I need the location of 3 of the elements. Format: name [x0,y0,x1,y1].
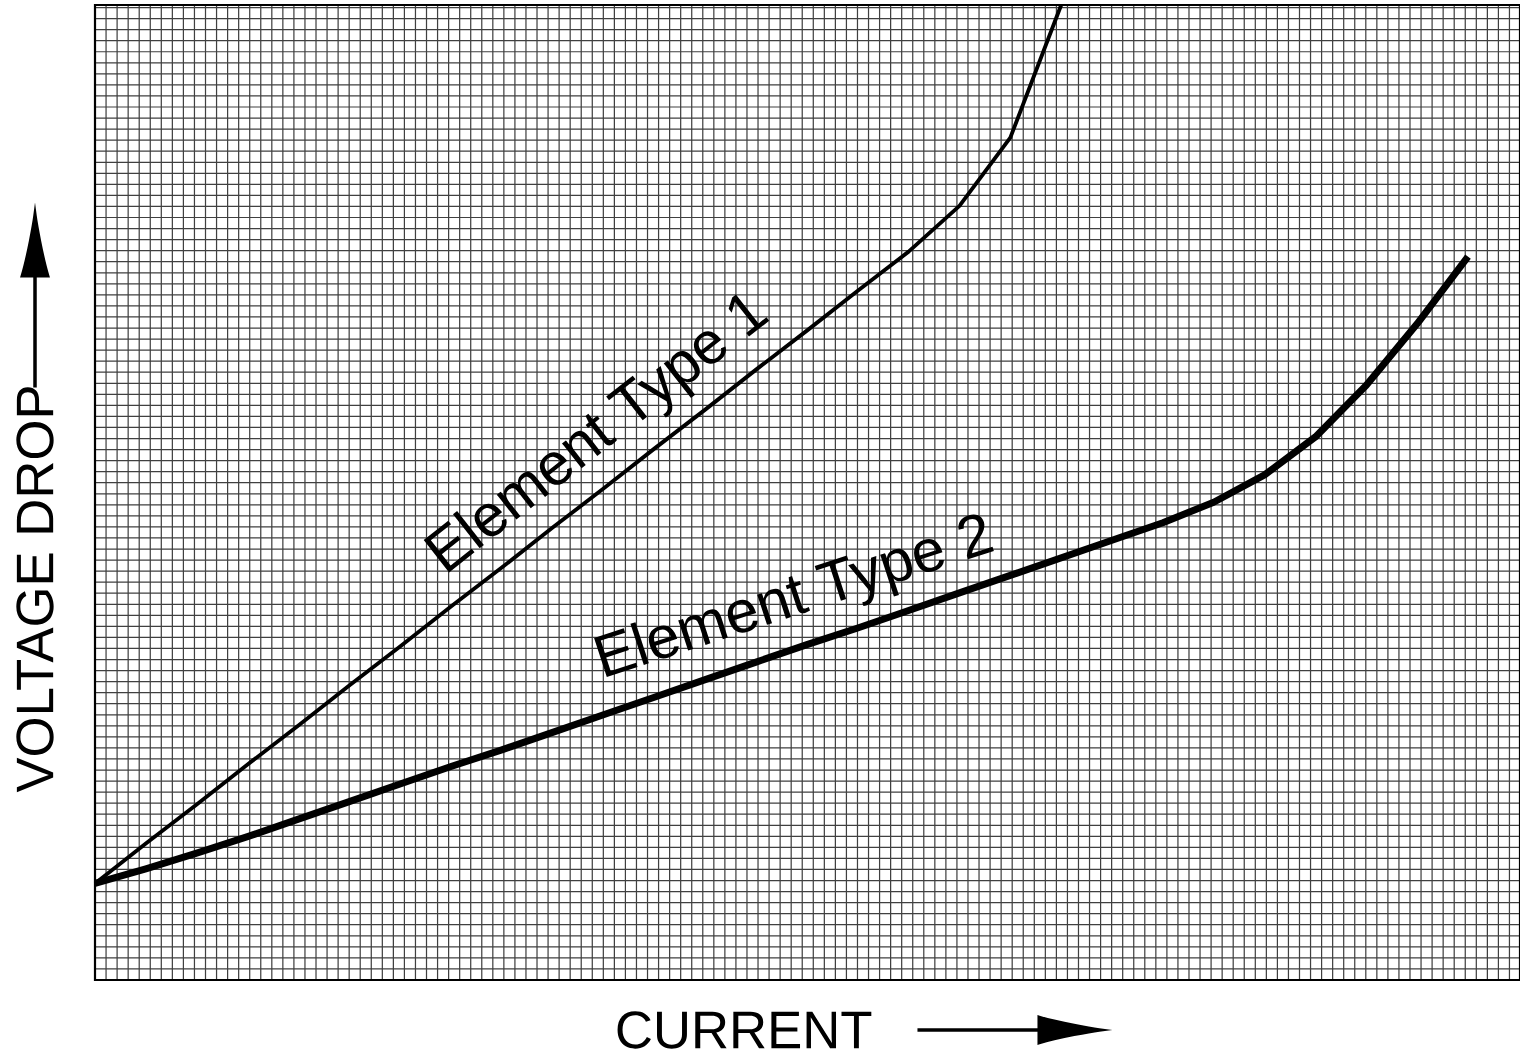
text: Element Type 2 [594,514,994,678]
y-axis-title: VOLTAGE DROP [16,387,54,793]
x-axis-title: CURRENT [617,1011,872,1049]
